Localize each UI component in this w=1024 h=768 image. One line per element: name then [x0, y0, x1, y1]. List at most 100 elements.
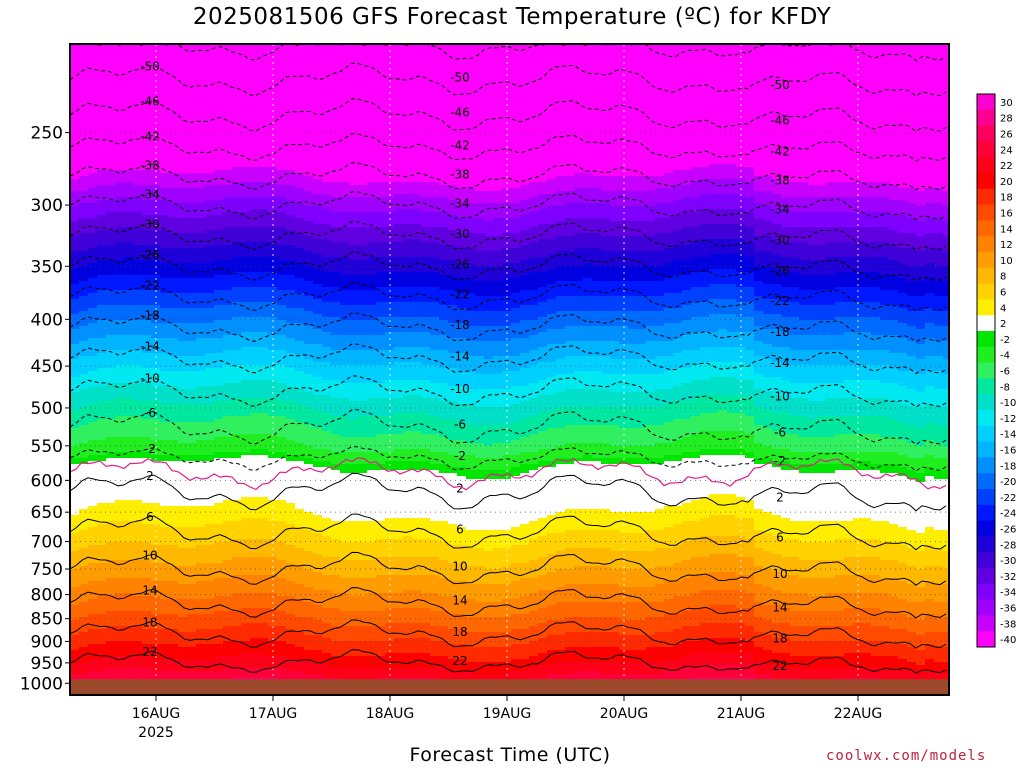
temperature-band: [331, 557, 341, 576]
temperature-band: [313, 467, 323, 516]
temperature-band: [223, 260, 233, 276]
temperature-band: [97, 545, 107, 564]
temperature-band: [439, 368, 449, 384]
temperature-band: [574, 530, 584, 549]
temperature-band: [736, 653, 746, 666]
temperature-band: [70, 569, 80, 588]
temperature-band: [682, 260, 692, 276]
field-column: [304, 44, 314, 695]
temperature-band: [160, 263, 170, 279]
temperature-band: [79, 674, 89, 684]
temperature-band: [799, 212, 809, 228]
temperature-band: [844, 44, 854, 183]
temperature-band: [439, 212, 449, 228]
temperature-band: [556, 251, 566, 267]
temperature-band: [196, 527, 206, 546]
temperature-band: [466, 584, 476, 600]
temperature-band: [259, 317, 269, 333]
temperature-band: [709, 269, 719, 285]
temperature-band: [313, 344, 323, 363]
temperature-band: [115, 437, 125, 453]
temperature-band: [394, 302, 404, 318]
temperature-band: [331, 656, 341, 669]
temperature-band: [358, 473, 368, 522]
temperature-band: [628, 266, 638, 282]
x-tick-label: 17AUG: [249, 706, 298, 722]
temperature-band: [394, 194, 404, 210]
temperature-band: [853, 653, 863, 669]
temperature-band: [862, 557, 872, 576]
temperature-band: [79, 176, 89, 192]
temperature-band: [421, 272, 431, 288]
temperature-band: [142, 437, 152, 453]
colorbar-swatch: [977, 267, 995, 285]
temperature-band: [115, 383, 125, 399]
temperature-band: [439, 437, 449, 453]
temperature-band: [826, 275, 836, 291]
temperature-band: [142, 200, 152, 216]
temperature-band: [943, 584, 949, 603]
temperature-band: [583, 461, 593, 510]
temperature-band: [772, 224, 782, 240]
temperature-band: [934, 407, 944, 426]
temperature-band: [88, 614, 98, 630]
temperature-band: [457, 323, 467, 339]
temperature-band: [727, 299, 737, 315]
temperature-band: [889, 305, 899, 321]
temperature-band: [763, 284, 773, 300]
temperature-band: [403, 317, 413, 333]
temperature-band: [547, 239, 557, 255]
temperature-band: [115, 305, 125, 321]
temperature-band: [574, 203, 584, 219]
temperature-band: [844, 197, 854, 213]
temperature-band: [889, 401, 899, 420]
temperature-band: [187, 461, 197, 507]
temperature-band: [637, 428, 647, 447]
temperature-band: [79, 341, 89, 357]
temperature-band: [367, 470, 377, 522]
temperature-band: [682, 350, 692, 369]
temperature-band: [448, 629, 458, 645]
temperature-band: [880, 668, 890, 681]
temperature-band: [880, 182, 890, 198]
temperature-band: [250, 623, 260, 639]
temperature-band: [898, 215, 908, 234]
temperature-band: [421, 470, 431, 519]
temperature-band: [412, 44, 422, 183]
temperature-band: [466, 293, 476, 312]
field-column: [394, 44, 404, 695]
temperature-band: [628, 650, 638, 663]
temperature-band: [637, 311, 647, 330]
temperature-band: [169, 455, 179, 462]
temperature-band: [628, 407, 638, 429]
temperature-band: [367, 416, 377, 438]
temperature-band: [826, 227, 836, 243]
y-tick-label: 450: [31, 357, 63, 377]
temperature-band: [727, 653, 737, 666]
colorbar-swatch: [977, 441, 995, 458]
temperature-band: [745, 350, 755, 366]
temperature-band: [925, 263, 935, 279]
temperature-band: [304, 266, 314, 282]
temperature-band: [493, 44, 503, 192]
temperature-band: [430, 272, 440, 288]
temperature-band: [142, 503, 152, 525]
temperature-band: [934, 248, 944, 267]
temperature-band: [547, 410, 557, 429]
temperature-band: [727, 572, 737, 591]
temperature-band: [880, 320, 890, 336]
temperature-band: [619, 374, 629, 393]
temperature-band: [862, 653, 872, 669]
temperature-band: [538, 395, 548, 414]
temperature-band: [610, 647, 620, 663]
plot-frame: [69, 43, 950, 696]
temperature-band: [691, 452, 701, 459]
temperature-band: [169, 356, 179, 372]
temperature-band: [511, 527, 521, 546]
temperature-band: [412, 470, 422, 519]
temperature-band: [565, 458, 575, 465]
temperature-band: [97, 419, 107, 441]
temperature-band: [376, 557, 386, 576]
temperature-band: [925, 671, 935, 684]
temperature-band: [907, 584, 917, 603]
